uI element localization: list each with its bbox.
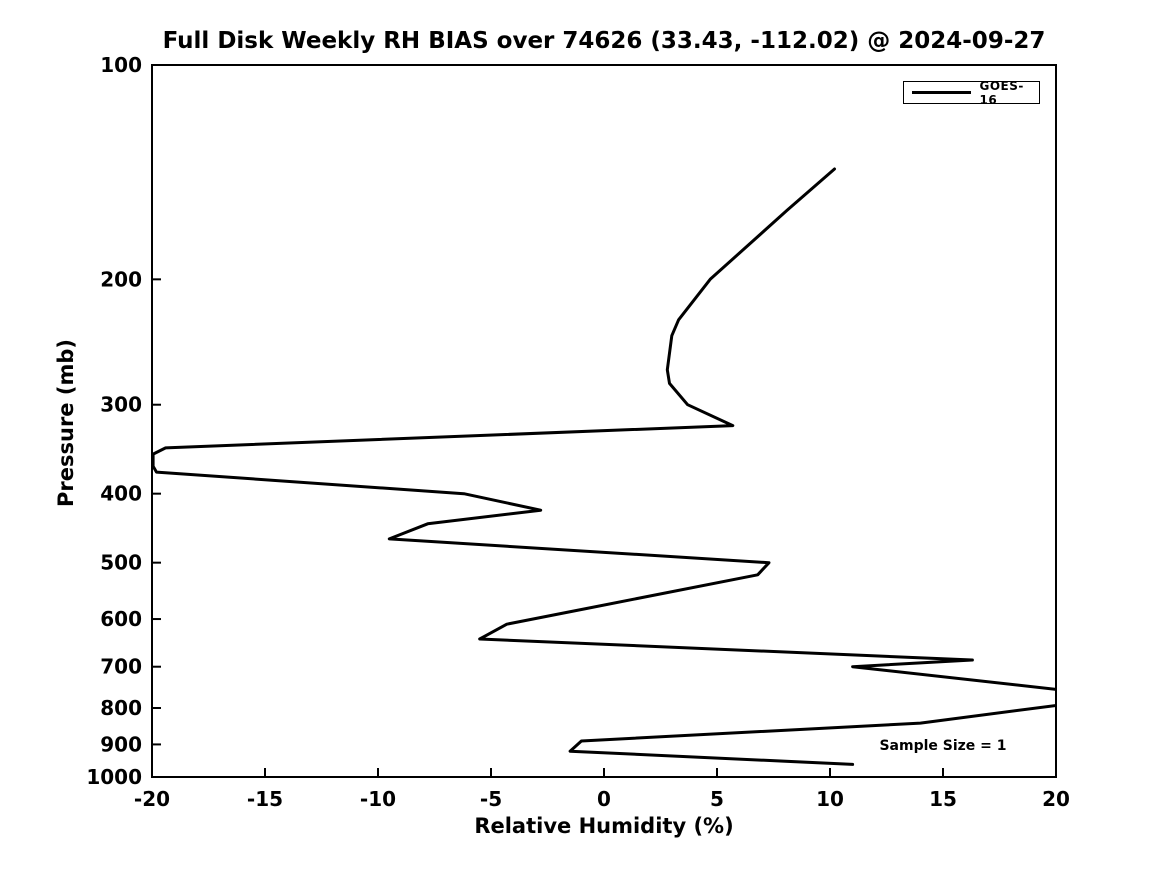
y-tick-label: 700 [100, 655, 142, 679]
legend: GOES-16 [903, 78, 1040, 107]
axes [151, 64, 1057, 778]
x-tick-label: 10 [816, 787, 844, 811]
y-tick-label: 500 [100, 551, 142, 575]
sample-size-annotation: Sample Size = 1 [879, 738, 1007, 754]
y-tick-label: 100 [100, 53, 142, 77]
y-tick-label: 200 [100, 267, 142, 291]
legend-line-sample-icon [912, 91, 972, 94]
y-tick-label: 900 [100, 732, 142, 756]
x-tick-label: -10 [360, 787, 396, 811]
x-tick-label: -5 [480, 787, 502, 811]
legend-entry-label: GOES-16 [979, 78, 1024, 107]
chart-title: Full Disk Weekly RH BIAS over 74626 (33.… [162, 28, 1046, 54]
plot-box [151, 64, 1057, 778]
x-axis-label: Relative Humidity (%) [474, 814, 734, 838]
y-tick-label: 1000 [86, 765, 142, 789]
series-line [152, 167, 1056, 766]
data-line-goes16 [152, 167, 1056, 766]
x-tick-label: 15 [929, 787, 957, 811]
y-tick-label: 400 [100, 482, 142, 506]
y-tick-label: 600 [100, 607, 142, 631]
x-tick-label: -20 [134, 787, 170, 811]
x-tick-label: 5 [710, 787, 724, 811]
y-tick-label: 800 [100, 696, 142, 720]
y-tick-label: 300 [100, 393, 142, 417]
tick-labels: -20 -15 -10 -5 0 5 10 15 20 100 200 300 400 500 600 700… [86, 53, 1070, 811]
x-tick-label: -15 [247, 787, 283, 811]
x-tick-label: 0 [597, 787, 611, 811]
x-tick-label: 20 [1042, 787, 1070, 811]
